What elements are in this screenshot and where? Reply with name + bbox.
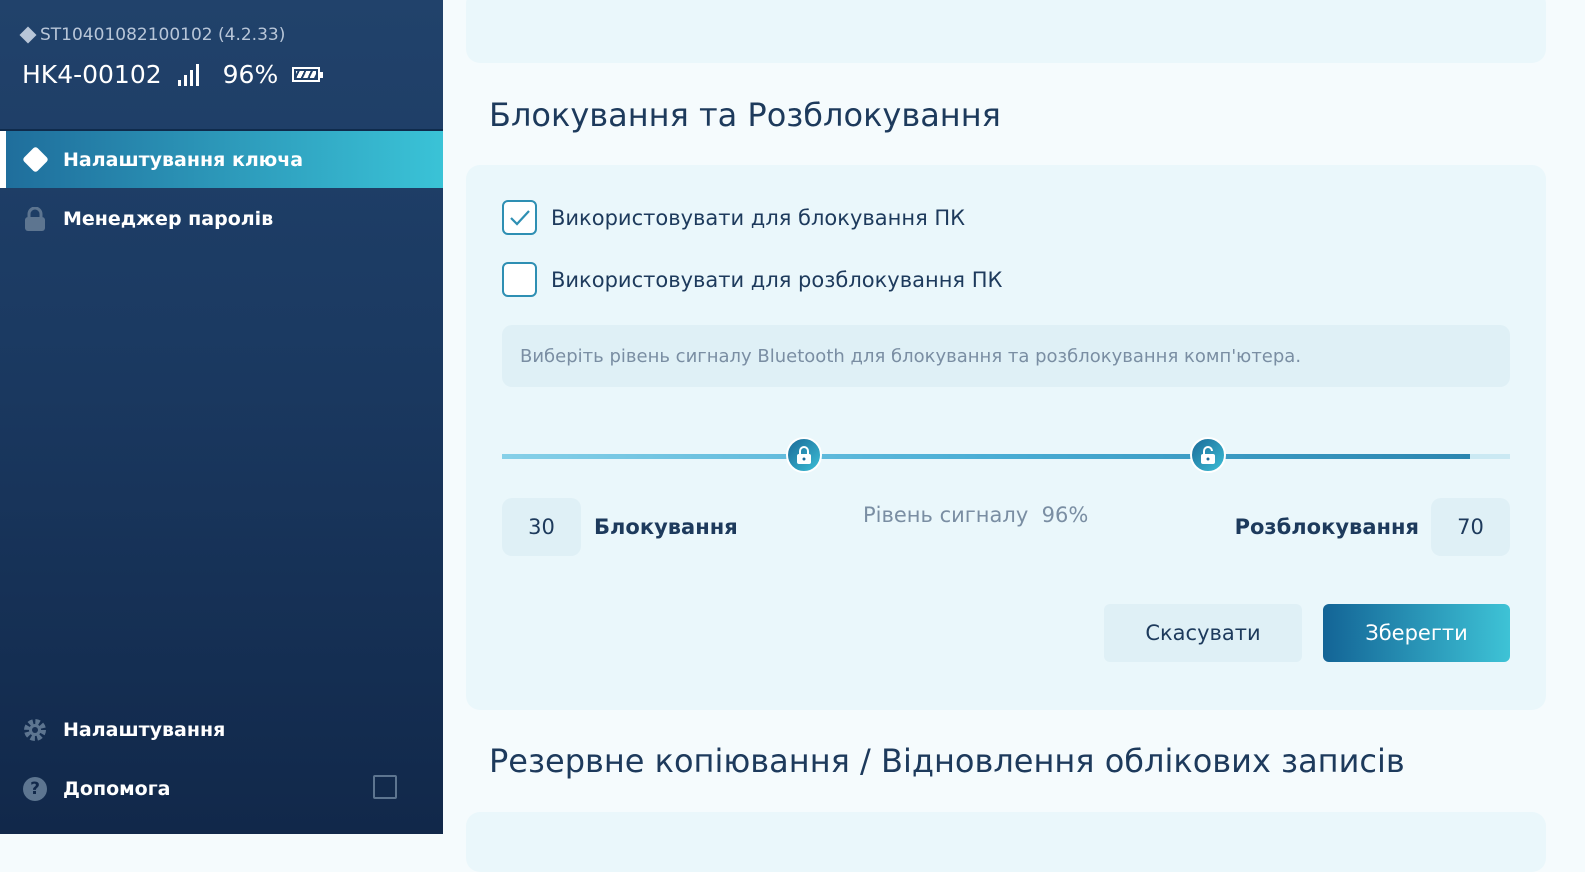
checkbox-unchecked[interactable] [502,262,537,297]
device-serial: ST10401082100102 (4.2.33) [19,25,285,45]
sidebar-item-password-manager[interactable]: Менеджер паролів [0,190,443,247]
lock-label: Блокування [594,515,738,539]
signal-level-text: Рівень сигналу 96% [863,503,1089,527]
device-name: HK4-00102 [22,60,162,89]
save-button[interactable]: Зберегти [1323,604,1510,662]
cancel-button[interactable]: Скасувати [1104,604,1302,662]
unlock-value[interactable]: 70 [1431,498,1510,556]
key-info-icon [19,26,37,44]
unlock-icon [1200,446,1215,464]
backup-panel [466,812,1546,872]
external-link-icon[interactable] [373,775,397,799]
lock-icon [797,446,812,464]
battery-icon [292,67,324,82]
signal-icon [177,63,199,86]
sidebar-item-key-settings[interactable]: Налаштування ключа [0,131,443,188]
sidebar: ST10401082100102 (4.2.33) HK4-00102 96% … [0,0,443,834]
lock-threshold-handle[interactable] [786,437,823,473]
lock-value[interactable]: 30 [502,498,581,556]
help-icon: ? [22,776,48,802]
main-content: Блокування та Розблокування Використовув… [443,0,1585,872]
lock-section-title: Блокування та Розблокування [489,96,1001,134]
lock-panel-content: Використовувати для блокування ПК Викори… [443,0,1585,834]
backup-section-title: Резервне копіювання / Відновлення обліко… [489,742,1405,780]
unlock-threshold-handle[interactable] [1189,437,1226,473]
lock-pc-checkbox[interactable]: Використовувати для блокування ПК [502,200,965,235]
signal-percent: 96% [222,60,279,89]
divider [0,129,443,131]
lock-icon [22,206,48,232]
key-info-icon [21,146,49,173]
previous-panel [466,0,1546,63]
gear-icon [22,717,48,743]
signal-slider[interactable] [502,437,1510,473]
info-text: Виберіть рівень сигналу Bluetooth для бл… [502,325,1510,387]
checkbox-checked[interactable] [502,200,537,235]
unlock-label: Розблокування [1234,515,1419,539]
unlock-pc-checkbox[interactable]: Використовувати для розблокування ПК [502,262,1002,297]
sidebar-item-settings[interactable]: Налаштування [0,701,443,758]
sidebar-item-help[interactable]: ? Допомога [0,760,443,817]
signal-level-fill [502,454,1470,459]
device-status: HK4-00102 96% [22,60,324,89]
